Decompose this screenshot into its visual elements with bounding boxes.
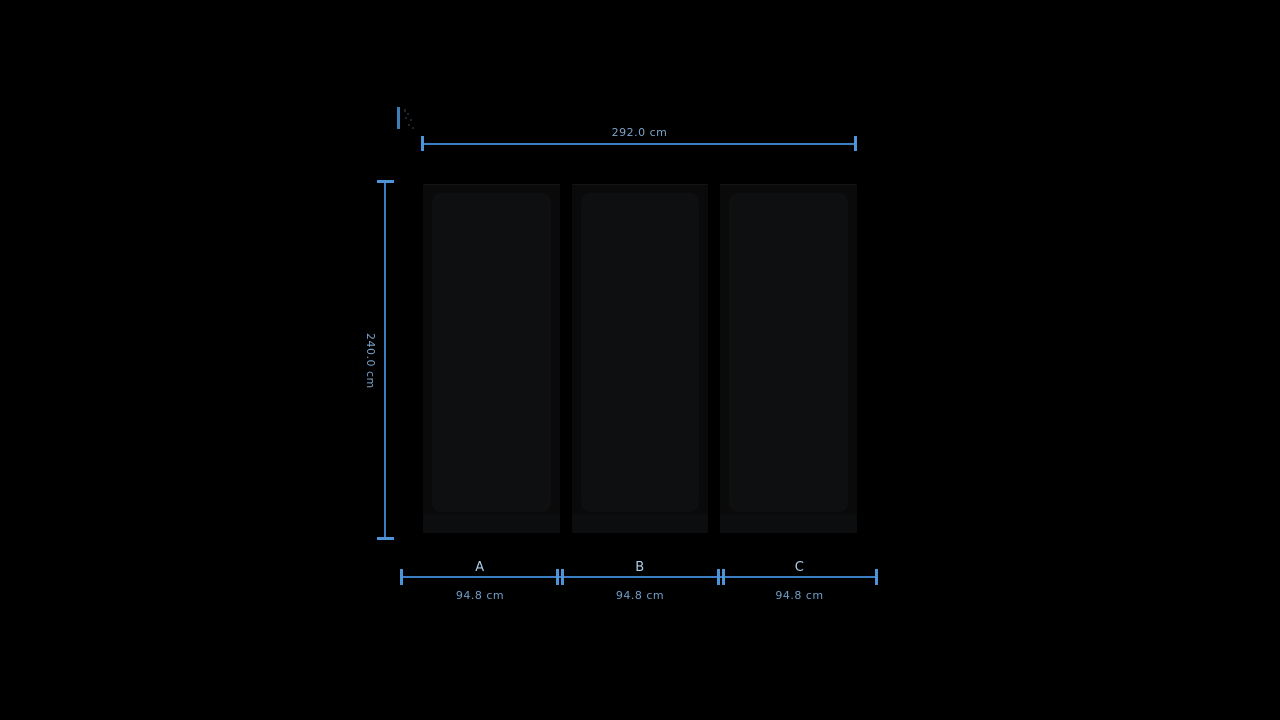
text-caret-icon bbox=[397, 107, 400, 129]
wardrobe-panel-b[interactable] bbox=[571, 184, 709, 533]
section-b-label: B bbox=[635, 560, 645, 575]
panel-bottom-rail bbox=[571, 514, 709, 533]
dimension-tick bbox=[400, 569, 403, 585]
section-c-label: C bbox=[794, 560, 805, 575]
section-a-label: A bbox=[475, 560, 485, 575]
cursor-icon bbox=[404, 109, 414, 129]
overall-width-label: 292.0 cm bbox=[611, 126, 668, 139]
dimension-tick bbox=[854, 136, 857, 151]
dimension-tick bbox=[717, 569, 720, 585]
section-a: A 94.8 cm bbox=[401, 561, 559, 602]
section-a-width: 94.8 cm bbox=[455, 589, 505, 602]
dimension-line bbox=[401, 576, 878, 578]
section-c: C 94.8 cm bbox=[721, 561, 878, 602]
dimension-tick bbox=[875, 569, 878, 585]
overall-height-label: 240.0 cm bbox=[364, 333, 377, 389]
dimension-tick bbox=[377, 180, 394, 183]
wardrobe-panel-a[interactable] bbox=[423, 184, 560, 533]
dimension-tick bbox=[556, 569, 559, 585]
panel-door bbox=[729, 193, 849, 512]
section-b: B 94.8 cm bbox=[560, 561, 720, 602]
dimension-tick bbox=[421, 136, 424, 151]
wardrobe-panel-c[interactable] bbox=[720, 184, 858, 533]
panel-door bbox=[580, 193, 700, 512]
section-c-width: 94.8 cm bbox=[775, 589, 824, 602]
wardrobe-drawing bbox=[423, 184, 858, 533]
dimension-tick bbox=[377, 537, 394, 540]
panel-bottom-rail bbox=[720, 514, 858, 533]
dimension-tick bbox=[561, 569, 564, 585]
dimension-line bbox=[384, 181, 386, 539]
section-b-width: 94.8 cm bbox=[615, 589, 665, 602]
panel-door bbox=[432, 193, 551, 512]
panel-bottom-rail bbox=[423, 514, 560, 533]
dimension-line bbox=[422, 143, 857, 145]
dimension-tick bbox=[722, 569, 725, 585]
